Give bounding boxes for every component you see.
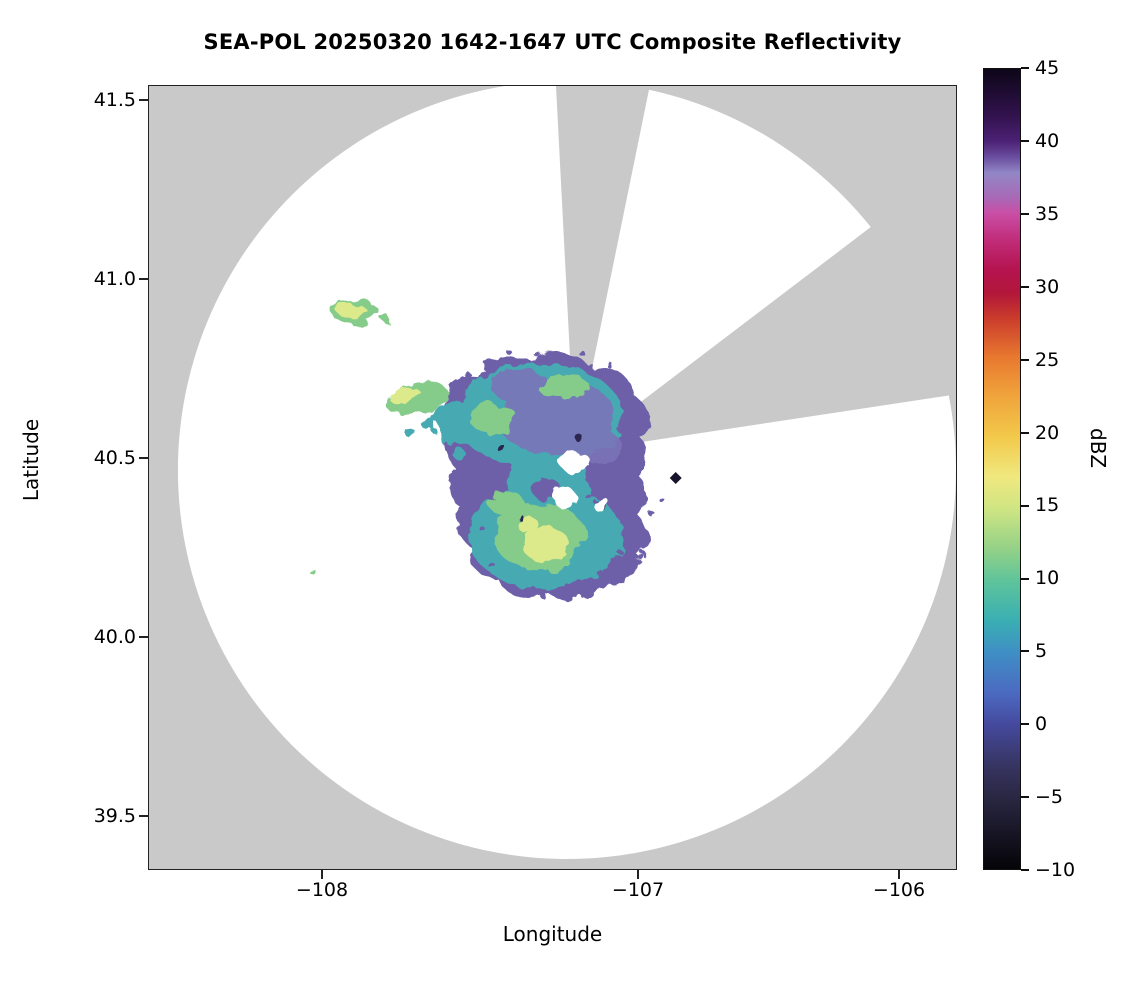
- xtick-label: −106: [872, 879, 926, 901]
- xtick-mark: [637, 870, 639, 879]
- colorbar: [983, 68, 1021, 870]
- cbar-tick-label: −5: [1035, 786, 1064, 808]
- cbar-tick-mark: [1021, 359, 1029, 361]
- cbar-tick-label: 20: [1035, 422, 1060, 444]
- ytick-label: 39.5: [93, 805, 136, 827]
- cbar-tick-label: 10: [1035, 567, 1060, 589]
- colorbar-gradient: [984, 69, 1020, 869]
- cbar-tick-mark: [1021, 796, 1029, 798]
- y-axis-label: Latitude: [19, 418, 43, 502]
- cbar-tick-mark: [1021, 578, 1029, 580]
- cbar-tick-label: 45: [1035, 57, 1060, 79]
- radar-plot-area: [148, 85, 957, 870]
- cbar-tick-label: 15: [1035, 494, 1060, 516]
- ytick-label: 40.5: [93, 447, 136, 469]
- reflectivity-echoes: [307, 299, 664, 600]
- cbar-tick-label: 40: [1035, 130, 1060, 152]
- echo-yellow-cores: [335, 302, 570, 562]
- cbar-tick-mark: [1021, 67, 1029, 69]
- radar-plot-canvas: [149, 86, 956, 869]
- xtick-label: −108: [295, 879, 349, 901]
- x-axis-label: Longitude: [502, 922, 603, 946]
- cbar-tick-label: 0: [1035, 713, 1048, 735]
- cbar-tick-mark: [1021, 432, 1029, 434]
- ytick-mark: [139, 636, 148, 638]
- ytick-mark: [139, 457, 148, 459]
- ytick-mark: [139, 99, 148, 101]
- cbar-tick-mark: [1021, 140, 1029, 142]
- xtick-label: −107: [611, 879, 665, 901]
- cbar-tick-label: 30: [1035, 276, 1060, 298]
- xtick-mark: [321, 870, 323, 879]
- cbar-tick-label: 5: [1035, 640, 1048, 662]
- cbar-tick-mark: [1021, 505, 1029, 507]
- cbar-tick-mark: [1021, 213, 1029, 215]
- ytick-mark: [139, 278, 148, 280]
- ytick-label: 40.0: [93, 626, 136, 648]
- xtick-mark: [898, 870, 900, 879]
- ytick-label: 41.5: [93, 89, 136, 111]
- ytick-label: 41.0: [93, 268, 136, 290]
- blocked-sector-east: [574, 162, 956, 453]
- cbar-tick-mark: [1021, 286, 1029, 288]
- colorbar-label: dBZ: [1086, 428, 1110, 469]
- page-title: SEA-POL 20250320 1642-1647 UTC Composite…: [203, 30, 902, 54]
- cbar-tick-label: 25: [1035, 349, 1060, 371]
- cbar-tick-label: −10: [1035, 859, 1076, 881]
- cbar-tick-mark: [1021, 723, 1029, 725]
- cbar-tick-mark: [1021, 869, 1029, 871]
- ytick-mark: [139, 815, 148, 817]
- echo-white-holes: [553, 452, 611, 514]
- cbar-tick-label: 35: [1035, 203, 1060, 225]
- cbar-tick-mark: [1021, 650, 1029, 652]
